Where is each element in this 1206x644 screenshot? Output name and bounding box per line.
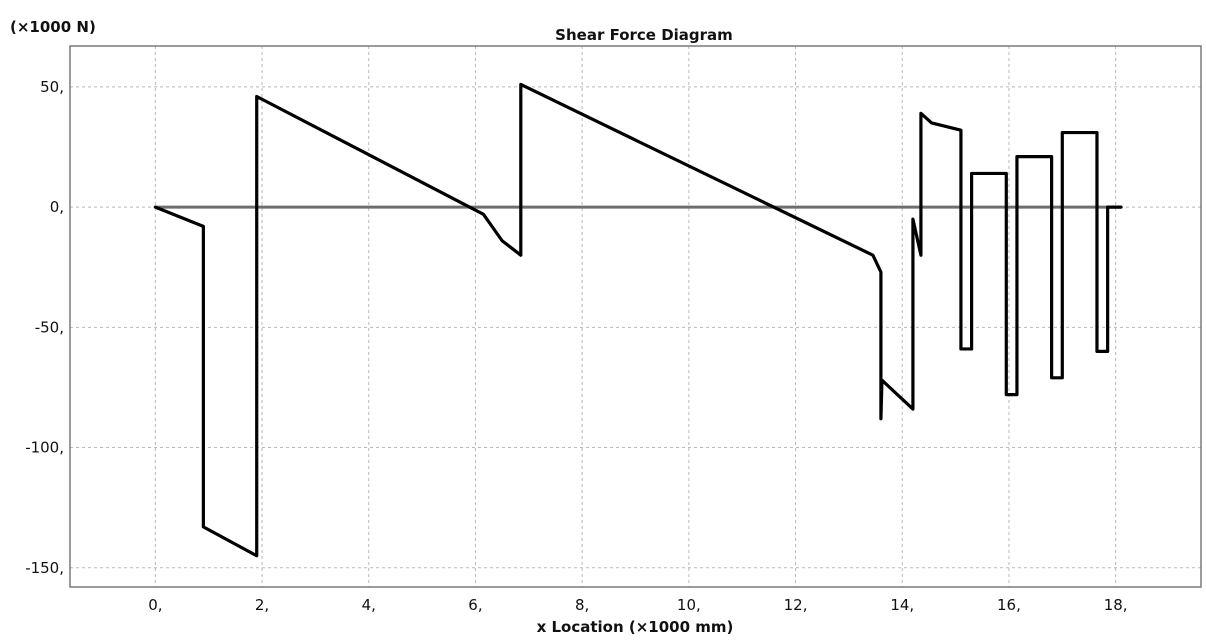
x-tick-label: 2, [255, 596, 269, 614]
x-axis-label: x Location (×1000 mm) [537, 618, 734, 636]
y-tick-label: -150, [25, 559, 64, 577]
x-tick-label: 18, [1104, 596, 1128, 614]
grid-layer [70, 46, 1201, 587]
x-tick-label: 14, [890, 596, 914, 614]
x-tick-label: 10, [677, 596, 701, 614]
shear-force-series-line [153, 82, 1123, 558]
y-tick-label: 0, [50, 198, 64, 216]
x-tick-label: 6, [468, 596, 482, 614]
x-tick-label: 12, [784, 596, 808, 614]
x-tick-label: 4, [362, 596, 376, 614]
x-tick-label: 8, [575, 596, 589, 614]
y-tick-label: -50, [35, 318, 64, 336]
plot-area-frame [69, 45, 1202, 588]
x-tick-label: 0, [148, 596, 162, 614]
tick-labels: 0, 2, 4, 6, 8, 10, 12, 14, 16, 18, 50, 0, -50, -100, -… [25, 78, 1127, 614]
y-tick-label: -100, [25, 439, 64, 457]
x-tick-label: 16, [997, 596, 1021, 614]
y-axis-unit-label: (×1000 N) [10, 18, 96, 36]
y-tick-label: 50, [40, 78, 64, 96]
chart-title: Shear Force Diagram [555, 26, 733, 44]
